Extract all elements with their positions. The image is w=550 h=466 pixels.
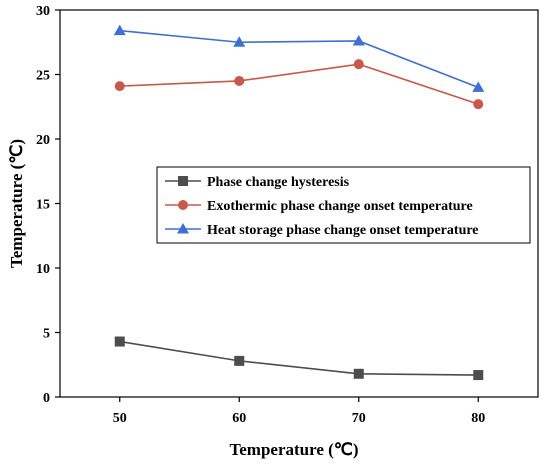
data-point <box>234 355 245 366</box>
legend-marker <box>178 176 188 186</box>
series-line <box>119 29 479 89</box>
x-tick-label: 50 <box>113 411 127 426</box>
y-tick-label: 10 <box>36 262 50 277</box>
y-tick-label: 20 <box>36 133 50 148</box>
series-line <box>119 340 479 376</box>
legend-label: Heat storage phase change onset temperat… <box>207 223 479 238</box>
y-axis-title: Temperature (℃) <box>7 139 26 268</box>
x-tick-label: 60 <box>232 411 246 426</box>
y-tick-label: 15 <box>36 198 50 213</box>
data-point <box>114 81 125 92</box>
y-tick-label: 5 <box>43 327 50 342</box>
series-1 <box>114 59 484 110</box>
y-tick-label: 25 <box>36 69 50 84</box>
legend-marker <box>177 223 189 234</box>
series-2 <box>113 24 485 92</box>
data-point <box>353 59 364 70</box>
y-tick-label: 30 <box>36 4 50 19</box>
data-point <box>353 368 364 379</box>
legend-label: Exothermic phase change onset temperatur… <box>207 199 473 214</box>
data-point <box>114 336 125 347</box>
data-point <box>113 24 126 36</box>
legend-item: Heat storage phase change onset temperat… <box>165 223 479 238</box>
data-point <box>473 99 484 110</box>
legend-label: Phase change hysteresis <box>207 175 350 190</box>
data-point <box>472 81 485 92</box>
legend: Phase change hysteresis Exothermic phase … <box>156 166 531 244</box>
y-tick-label: 0 <box>43 391 50 406</box>
y-axis: 0 5 10 15 20 25 30 <box>36 4 60 406</box>
x-axis: 50 60 70 80 <box>113 397 485 426</box>
data-point <box>352 34 365 46</box>
data-point <box>234 75 245 86</box>
legend-marker <box>178 200 188 210</box>
data-point <box>473 370 484 381</box>
data-point <box>233 36 246 47</box>
x-tick-label: 70 <box>352 411 366 426</box>
x-axis-title: Temperature (℃) <box>229 440 358 459</box>
series-0 <box>114 336 484 381</box>
legend-item: Exothermic phase change onset temperatur… <box>165 199 473 214</box>
series-line <box>119 63 479 105</box>
legend-box <box>156 166 531 244</box>
x-tick-label: 80 <box>471 411 485 426</box>
legend-item: Phase change hysteresis <box>165 175 350 190</box>
plot-area <box>113 24 485 381</box>
